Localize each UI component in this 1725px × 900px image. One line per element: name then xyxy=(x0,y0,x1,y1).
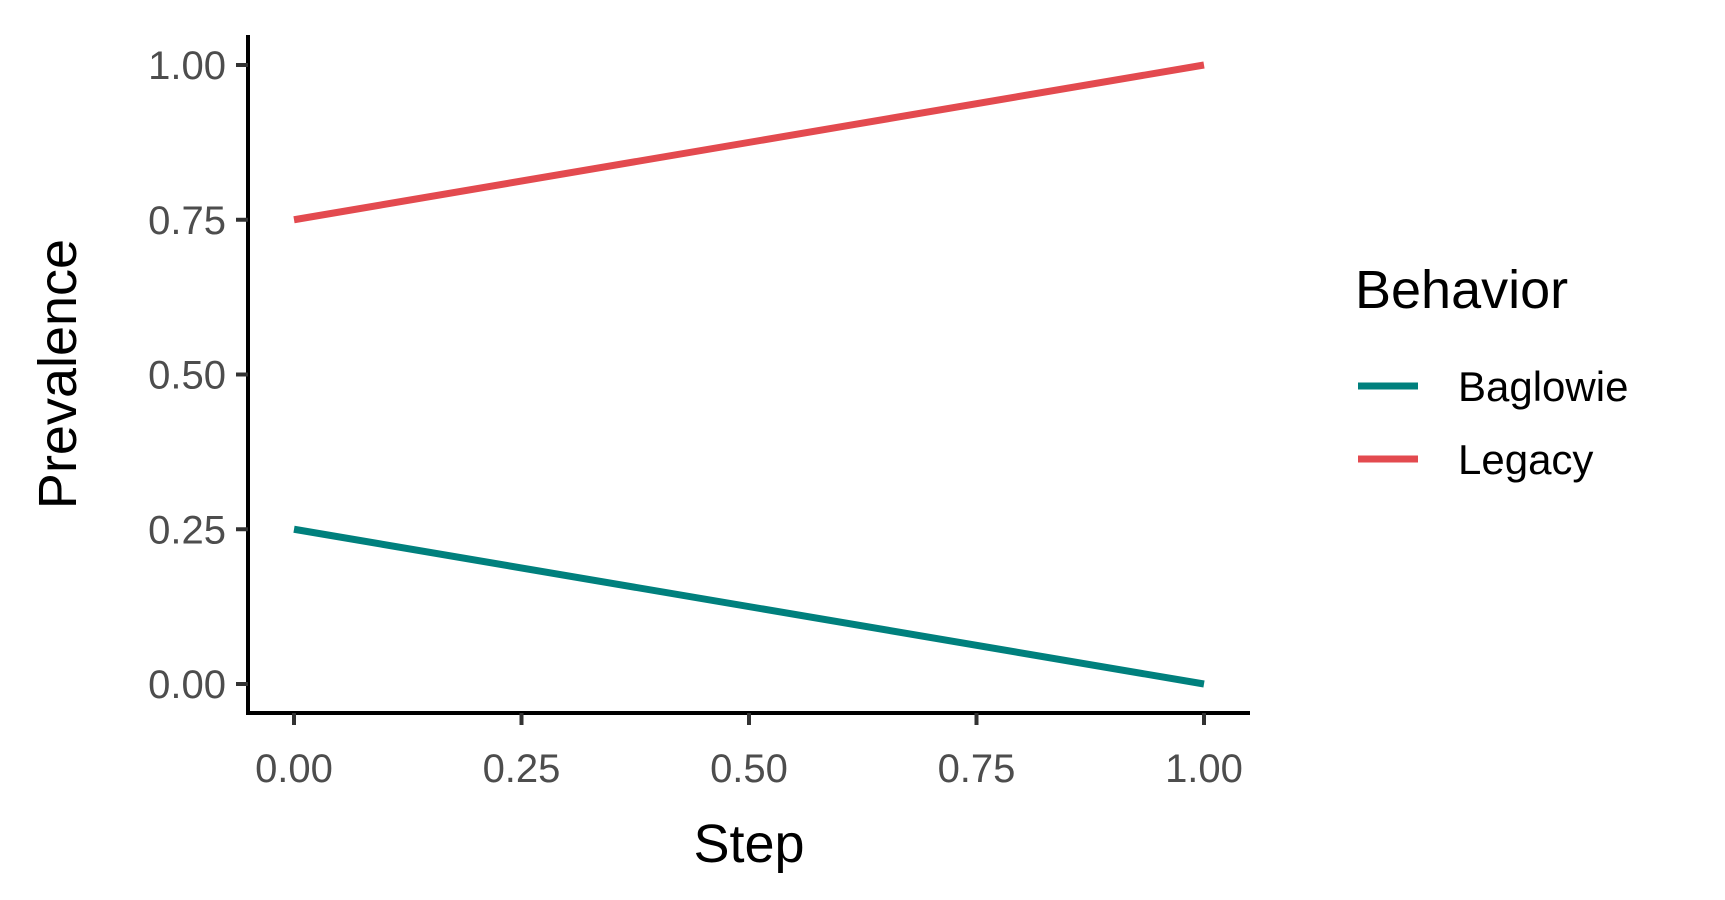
series-lines xyxy=(293,61,1205,688)
x-tick-label: 0.75 xyxy=(938,747,1016,791)
y-tick-label: 0.50 xyxy=(148,354,226,398)
series-line-baglowie xyxy=(293,525,1205,688)
x-tick-label: 0.25 xyxy=(483,747,561,791)
legend-label-legacy: Legacy xyxy=(1458,436,1593,483)
legend-label-baglowie: Baglowie xyxy=(1458,363,1628,410)
y-tick-label: 0.25 xyxy=(148,508,226,552)
y-axis-title: Prevalence xyxy=(28,239,88,509)
legend: Behavior Baglowie Legacy xyxy=(1355,260,1628,483)
legend-items: Baglowie Legacy xyxy=(1358,363,1628,483)
x-tick-label: 0.00 xyxy=(255,747,333,791)
x-tick-label: 1.00 xyxy=(1165,747,1243,791)
x-axis-title: Step xyxy=(693,814,804,874)
x-axis-ticks: 0.00 0.25 0.50 0.75 1.00 xyxy=(255,713,1243,791)
y-tick-label: 0.00 xyxy=(148,663,226,707)
plot-area: 0.00 0.25 0.50 0.75 1.00 0.00 0.25 0.50 0.75 1.0… xyxy=(148,35,1250,791)
y-tick-label: 1.00 xyxy=(148,44,226,88)
x-tick-label: 0.50 xyxy=(710,747,788,791)
legend-title: Behavior xyxy=(1355,260,1568,320)
series-line-legacy xyxy=(293,61,1205,224)
y-tick-label: 0.75 xyxy=(148,199,226,243)
y-axis-ticks: 0.00 0.25 0.50 0.75 1.00 xyxy=(148,44,248,707)
